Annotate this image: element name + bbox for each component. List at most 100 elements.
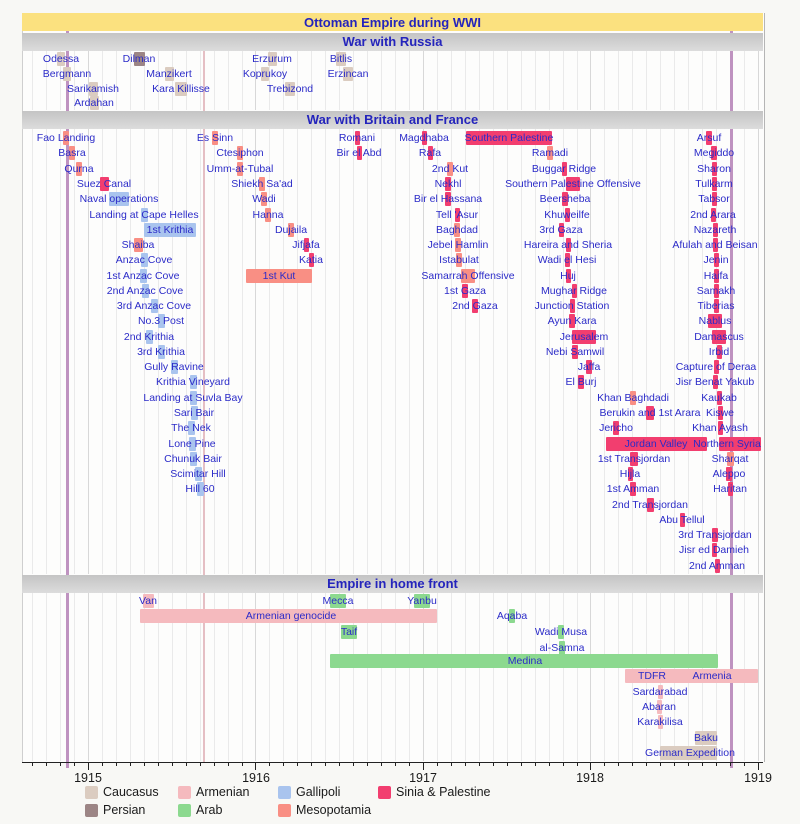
timeline-event-label[interactable]: Junction Station (534, 300, 610, 312)
timeline-event-label[interactable]: Taif (340, 626, 358, 638)
timeline-event-label[interactable]: Khan Ayash (692, 422, 748, 434)
timeline-event-label[interactable]: Tabsor (698, 193, 730, 205)
timeline-bar[interactable] (140, 609, 437, 623)
timeline-event-label[interactable]: Tulkarm (695, 178, 733, 190)
timeline-bar-label[interactable]: Jordan Valley (624, 438, 688, 450)
timeline-bar[interactable] (466, 131, 552, 145)
timeline-event-label[interactable]: Fao Landing (36, 132, 96, 144)
timeline-event-label[interactable]: 1st Krithia (146, 224, 194, 236)
timeline-event-label[interactable]: Nekhl (434, 178, 462, 190)
timeline-event-label[interactable]: Bitlis (329, 53, 353, 65)
timeline-event-label[interactable]: Umm-at-Tubal (206, 163, 274, 175)
timeline-event-label[interactable]: Khan Baghdadi (597, 392, 669, 404)
timeline-event-label[interactable]: Erzurum (252, 53, 292, 65)
timeline-event-label[interactable]: 2nd Amman (688, 560, 746, 572)
timeline-event-label[interactable]: El Burj (565, 376, 597, 388)
timeline-event-label[interactable]: Haritan (713, 483, 747, 495)
timeline-event-label[interactable]: Ayun Kara (547, 315, 597, 327)
timeline-event-label[interactable]: Sari Bair (173, 407, 215, 419)
timeline-event-label[interactable]: Damascus (694, 331, 744, 343)
timeline-event-label[interactable]: Jebel Hamlin (427, 239, 489, 251)
timeline-event-label[interactable]: Megiddo (693, 147, 735, 159)
timeline-bar-label[interactable]: German Expedition (645, 747, 735, 759)
timeline-bar-label[interactable]: Medina (507, 655, 543, 667)
timeline-event-label[interactable]: Jerusalem (559, 331, 609, 343)
timeline-event-label[interactable]: Shaiba (121, 239, 155, 251)
timeline-event-label[interactable]: Trebizond (266, 83, 314, 95)
timeline-event-label[interactable]: Manzikert (146, 68, 192, 80)
timeline-event-label[interactable]: Tell 'Asur (435, 209, 479, 221)
timeline-event-label[interactable]: Bir el Abd (336, 147, 382, 159)
timeline-event-label[interactable]: Jisr ed Damieh (678, 544, 750, 556)
timeline-event-label[interactable]: Hanna (252, 209, 284, 221)
timeline-event-label[interactable]: Scimitar Hill (170, 468, 226, 480)
timeline-event-label[interactable]: Irbid (708, 346, 730, 358)
timeline-event-label[interactable]: Capture of Deraa (675, 361, 757, 373)
timeline-event-label[interactable]: Huj (560, 270, 576, 282)
timeline-event-label[interactable]: Aleppo (712, 468, 746, 480)
timeline-event-label[interactable]: 3rd Gaza (539, 224, 583, 236)
timeline-event-label[interactable]: Kiswe (705, 407, 735, 419)
timeline-bar-label[interactable]: Northern Syria (693, 438, 761, 450)
timeline-event-label[interactable]: Dujaila (274, 224, 308, 236)
timeline-event-label[interactable]: Baku (694, 732, 718, 744)
timeline-event-label[interactable]: 1st Anzac Cove (106, 270, 180, 282)
timeline-event-label[interactable]: Jaffa (577, 361, 601, 373)
timeline-event-label[interactable]: Gully Ravine (144, 361, 204, 373)
timeline-event-label[interactable]: TDFR (638, 670, 666, 682)
timeline-event-label[interactable]: Kaukab (701, 392, 737, 404)
timeline-event-label[interactable]: 2nd Gaza (452, 300, 498, 312)
timeline-event-label[interactable]: Ramadi (531, 147, 569, 159)
timeline-event-label[interactable]: Jericho (599, 422, 633, 434)
timeline-event-label[interactable]: Chunuk Bair (164, 453, 222, 465)
timeline-event-label[interactable]: Hill 60 (185, 483, 215, 495)
timeline-event-label[interactable]: Landing at Suvla Bay (143, 392, 243, 404)
timeline-event-label[interactable]: Yanbu (407, 595, 437, 607)
timeline-event-label[interactable]: 2nd Transjordan (612, 499, 688, 511)
timeline-bar-label[interactable]: Armenian genocide (245, 610, 337, 622)
timeline-bar[interactable] (719, 437, 761, 451)
timeline-event-label[interactable]: Magdhaba (399, 132, 449, 144)
timeline-bar-label[interactable]: Southern Palestine (464, 132, 554, 144)
timeline-event-label[interactable]: 3rd Krithia (137, 346, 185, 358)
timeline-event-label[interactable]: Jifjafa (292, 239, 320, 251)
timeline-event-label[interactable]: Karakilisa (637, 716, 683, 728)
timeline-event-label[interactable]: Suez Canal (76, 178, 132, 190)
timeline-event-label[interactable]: Beersheba (539, 193, 591, 205)
timeline-event-label[interactable]: Ctesiphon (216, 147, 264, 159)
timeline-bar[interactable] (625, 669, 758, 683)
timeline-event-label[interactable]: Samakh (696, 285, 736, 297)
timeline-event-label[interactable]: Anzac Cove (115, 254, 173, 266)
timeline-event-label[interactable]: Erzincan (327, 68, 369, 80)
timeline-event-label[interactable]: Sardarabad (632, 686, 688, 698)
timeline-event-label[interactable]: Mecca (322, 595, 354, 607)
timeline-event-label[interactable]: Mughar Ridge (541, 285, 607, 297)
timeline-event-label[interactable]: 2nd Kut (431, 163, 469, 175)
timeline-event-label[interactable]: Abu Tellul (659, 514, 705, 526)
timeline-event-label[interactable]: Sarikamish (67, 83, 119, 95)
timeline-event-label[interactable]: Wadi (252, 193, 276, 205)
timeline-event-label[interactable]: 1st Gaza (443, 285, 487, 297)
timeline-event-label[interactable]: Baghdad (435, 224, 479, 236)
timeline-event-label[interactable]: 2nd Anzac Cove (106, 285, 184, 297)
timeline-event-label[interactable]: Krithia Vineyard (156, 376, 230, 388)
timeline-event-label[interactable]: Wadi Musa (534, 626, 588, 638)
timeline-event-label[interactable]: Haifa (703, 270, 729, 282)
timeline-event-label[interactable]: 2nd Arara (690, 209, 736, 221)
timeline-event-label[interactable]: Tiberias (697, 300, 735, 312)
timeline-event-label[interactable]: 1st Transjordan (597, 453, 671, 465)
timeline-event-label[interactable]: Bir el Hassana (413, 193, 483, 205)
timeline-event-label[interactable]: Sharon (697, 163, 731, 175)
timeline-event-label[interactable]: Samarrah Offensive (421, 270, 515, 282)
timeline-event-label[interactable]: 3rd Transjordan (678, 529, 752, 541)
timeline-event-label[interactable]: Khuweilfe (544, 209, 590, 221)
timeline-bar-label[interactable]: 1st Kut (262, 270, 296, 282)
timeline-event-label[interactable]: Dilman (122, 53, 156, 65)
timeline-bar[interactable] (246, 269, 312, 283)
timeline-event-label[interactable]: Buggar Ridge (531, 163, 597, 175)
timeline-event-label[interactable]: Hareira and Sheria (523, 239, 613, 251)
timeline-bar-label[interactable]: Armenia (692, 670, 732, 682)
timeline-event-label[interactable]: The Nek (171, 422, 211, 434)
timeline-event-label[interactable]: Wadi el Hesi (537, 254, 597, 266)
timeline-event-label[interactable]: Afulah and Beisan (672, 239, 758, 251)
